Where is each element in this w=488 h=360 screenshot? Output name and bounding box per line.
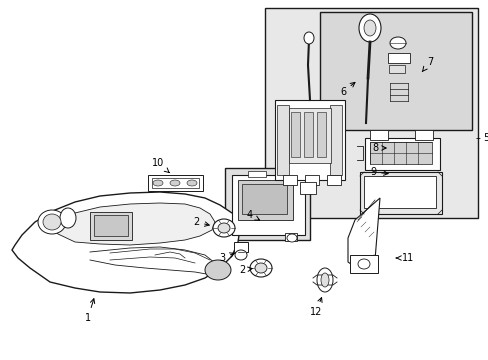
Bar: [414, 130, 432, 140]
Bar: [288, 108, 330, 163]
Text: 12: 12: [309, 298, 322, 317]
Ellipse shape: [153, 180, 163, 186]
Text: 8: 8: [371, 143, 386, 153]
Ellipse shape: [358, 14, 380, 42]
Bar: [247, 171, 265, 177]
Text: 11: 11: [395, 253, 413, 263]
Ellipse shape: [286, 234, 296, 242]
Bar: [329, 105, 341, 175]
Bar: [326, 175, 340, 185]
Bar: [364, 138, 439, 170]
Bar: [305, 175, 318, 185]
Ellipse shape: [389, 37, 405, 49]
Polygon shape: [347, 198, 379, 270]
Bar: [387, 53, 409, 63]
Ellipse shape: [170, 180, 180, 186]
Ellipse shape: [304, 32, 313, 44]
Ellipse shape: [43, 214, 61, 230]
Bar: [274, 100, 345, 180]
Bar: [363, 176, 435, 208]
Bar: [152, 178, 199, 188]
Ellipse shape: [249, 259, 271, 277]
Ellipse shape: [357, 259, 369, 269]
Bar: [304, 112, 312, 157]
Text: 9: 9: [369, 167, 387, 177]
Bar: [319, 12, 471, 130]
Ellipse shape: [60, 208, 76, 228]
Text: 3: 3: [219, 253, 234, 263]
Ellipse shape: [254, 263, 266, 273]
Bar: [285, 233, 296, 241]
Text: 1: 1: [85, 299, 95, 323]
Bar: [242, 184, 286, 214]
Text: 6: 6: [339, 82, 354, 97]
Bar: [359, 172, 441, 214]
Polygon shape: [12, 192, 240, 293]
Bar: [388, 65, 404, 73]
Bar: [276, 105, 288, 175]
Text: 2: 2: [192, 217, 209, 227]
Bar: [94, 215, 128, 236]
Ellipse shape: [213, 219, 235, 237]
Text: 10: 10: [152, 158, 169, 173]
Polygon shape: [52, 203, 215, 245]
Ellipse shape: [363, 20, 375, 36]
Ellipse shape: [186, 180, 197, 186]
Bar: [290, 112, 299, 157]
Bar: [299, 182, 315, 194]
Text: 2: 2: [238, 265, 252, 275]
Ellipse shape: [38, 210, 66, 234]
Bar: [234, 242, 247, 252]
Text: – 5: – 5: [475, 133, 488, 143]
Ellipse shape: [320, 273, 328, 287]
Ellipse shape: [218, 223, 229, 233]
Bar: [224, 168, 309, 240]
Bar: [238, 180, 292, 220]
Bar: [369, 142, 431, 164]
Ellipse shape: [204, 260, 230, 280]
Bar: [369, 130, 387, 140]
Text: 7: 7: [422, 57, 432, 72]
Bar: [231, 175, 305, 235]
Bar: [349, 255, 377, 273]
Ellipse shape: [316, 268, 332, 292]
Bar: [148, 175, 203, 191]
Bar: [283, 175, 296, 185]
Ellipse shape: [235, 250, 246, 260]
Bar: [264, 8, 477, 218]
Bar: [316, 112, 325, 157]
Bar: [90, 212, 132, 240]
Text: 4: 4: [246, 210, 259, 220]
